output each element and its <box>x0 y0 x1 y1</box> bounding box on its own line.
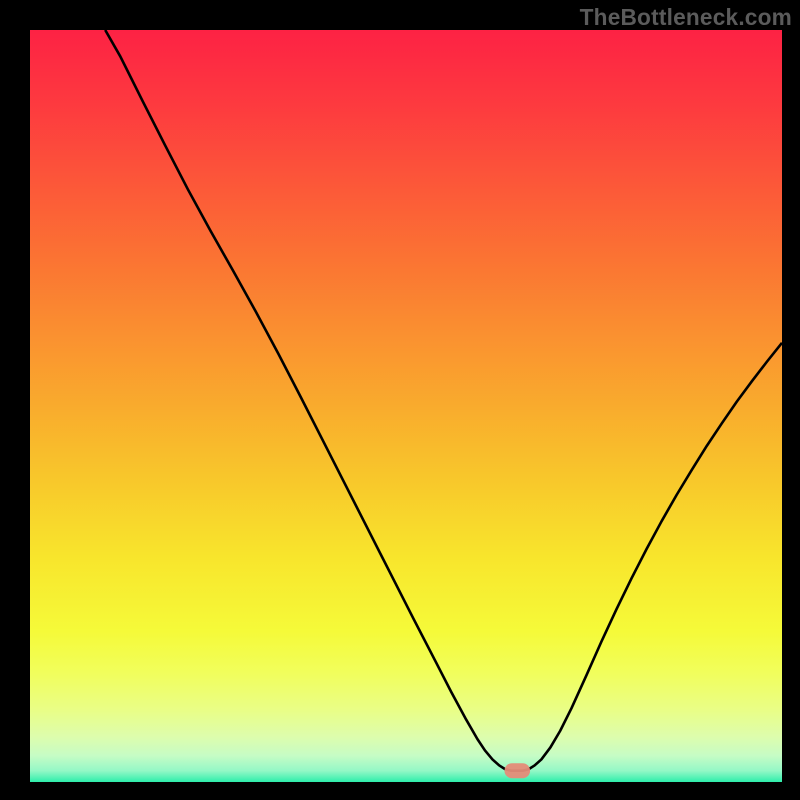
bottleneck-plot <box>30 30 782 782</box>
min-marker <box>505 763 531 778</box>
chart-frame: TheBottleneck.com <box>0 0 800 800</box>
watermark-text: TheBottleneck.com <box>580 4 792 31</box>
gradient-background <box>30 30 782 782</box>
